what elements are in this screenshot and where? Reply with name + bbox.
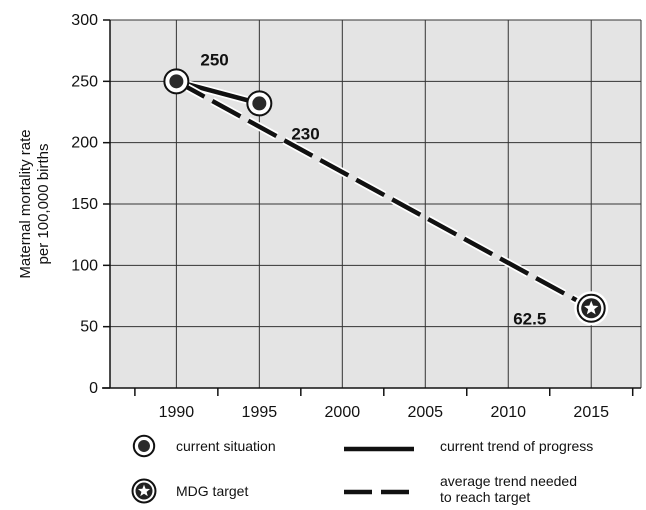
data-label-1995: 230: [291, 124, 319, 143]
legend-label-current-situation: current situation: [176, 438, 276, 454]
data-label-2015: 62.5: [513, 309, 546, 328]
current-situation-marker-1990-dot: [169, 74, 184, 89]
mdg-target-marker-2015-star: [584, 300, 599, 315]
y-axis-label: Maternal mortality rateper 100,000 birth…: [17, 129, 52, 278]
legend-current-situation-icon-dot: [138, 440, 150, 452]
mdg-target-marker-2015: [574, 291, 609, 326]
legend-label-target-trend-line-1: average trend needed: [440, 473, 577, 489]
x-tick-label-1995: 1995: [242, 404, 278, 421]
x-tick-label-2005: 2005: [407, 404, 443, 421]
legend-label-current-trend: current trend of progress: [440, 438, 593, 454]
x-tick-label-2015: 2015: [573, 404, 609, 421]
legend-label-mdg-target: MDG target: [176, 483, 248, 499]
y-tick-label-0: 0: [89, 380, 98, 397]
y-tick-label-50: 50: [80, 319, 98, 336]
legend-mdg-target-icon: [129, 476, 159, 506]
x-tick-label-2000: 2000: [325, 404, 361, 421]
y-tick-label-200: 200: [71, 135, 98, 152]
y-tick-label-250: 250: [71, 73, 98, 90]
legend-current-situation-icon: [132, 434, 156, 458]
y-axis-label-line-2: per 100,000 births: [35, 144, 52, 265]
y-tick-label-150: 150: [71, 196, 98, 213]
data-label-1990: 250: [200, 50, 228, 69]
current-situation-marker-1990: [163, 68, 190, 95]
current-situation-marker-1995: [246, 90, 273, 117]
target-trend-line: [175, 79, 593, 311]
y-tick-label-300: 300: [71, 12, 98, 29]
current-situation-marker-1995-dot: [252, 96, 267, 111]
legend-mdg-target-icon-star: [137, 484, 151, 497]
legend-label-target-trend: average trend needed to reach target: [440, 473, 577, 505]
x-tick-label-1990: 1990: [159, 404, 195, 421]
y-tick-label-100: 100: [71, 257, 98, 274]
legend-label-target-trend-line-2: to reach target: [440, 489, 530, 505]
x-tick-label-2010: 2010: [490, 404, 526, 421]
y-axis-label-line-1: Maternal mortality rate: [17, 129, 34, 278]
